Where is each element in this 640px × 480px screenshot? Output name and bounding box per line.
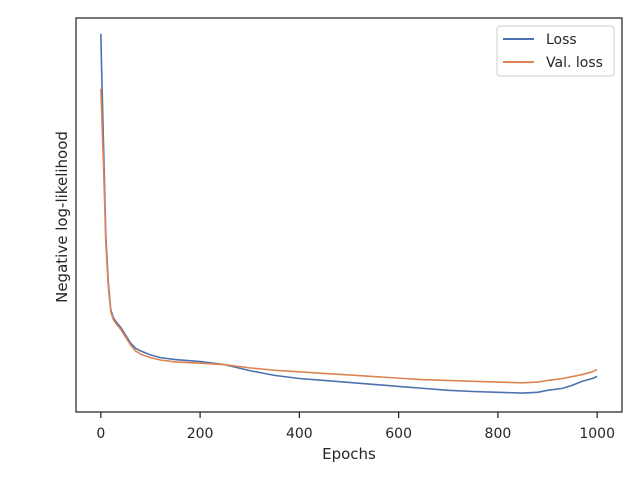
series-line-val-loss (100, 88, 598, 384)
legend-label: Loss (546, 32, 577, 48)
legend: Loss Val. loss (496, 25, 615, 77)
x-tick-label: 400 (286, 426, 313, 442)
x-axis-label: Epochs (322, 445, 376, 463)
x-tick-label: 1000 (579, 426, 615, 442)
plot-background (76, 18, 622, 412)
y-axis-label: Negative log-likelihood (53, 131, 71, 303)
x-tick-label: 800 (485, 426, 512, 442)
x-tick-label: 200 (187, 426, 214, 442)
x-tick-label: 0 (96, 426, 105, 442)
plot-frame (75, 17, 623, 413)
x-tick-label: 600 (385, 426, 412, 442)
series-lines (100, 33, 598, 394)
legend-label: Val. loss (546, 55, 603, 71)
x-axis-ticks: 0 200 400 600 800 1000 (96, 412, 615, 442)
